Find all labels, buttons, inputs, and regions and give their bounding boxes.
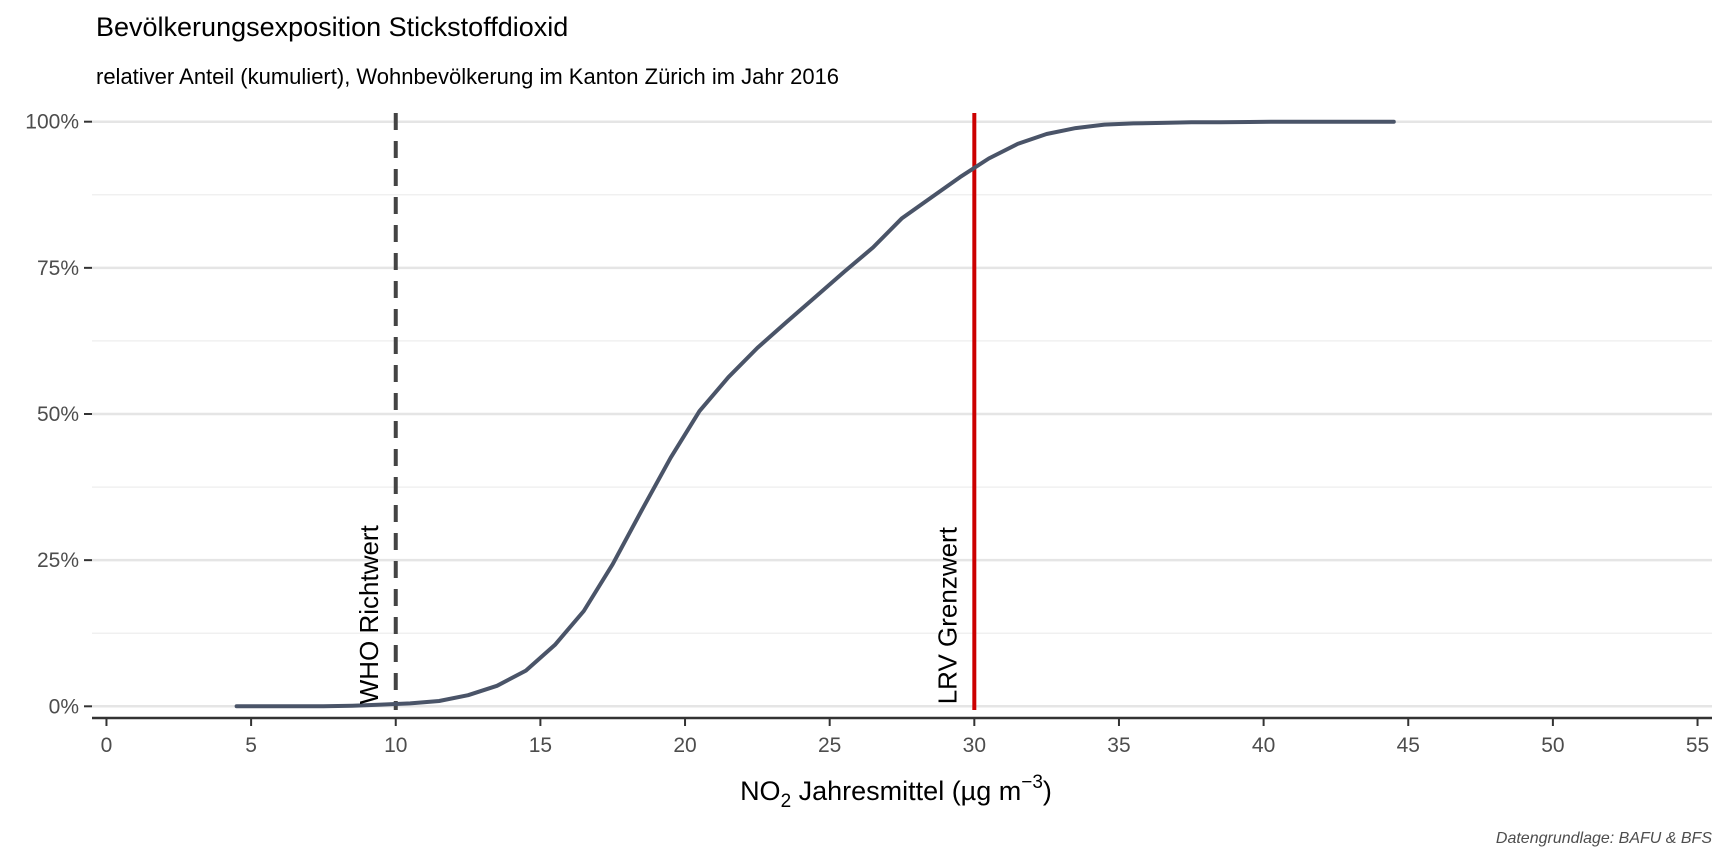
x-tick-label: 20 <box>673 734 696 757</box>
reference-line-label: LRV Grenzwert <box>932 526 962 704</box>
x-axis-title-main: NO <box>740 776 781 806</box>
chart-caption: Datengrundlage: BAFU & BFS <box>1495 830 1712 847</box>
x-axis-title-end: ) <box>1043 776 1052 806</box>
x-axis-title-rest: Jahresmittel (µg m <box>791 776 1021 806</box>
axis-layer: 0% 25% 50% 75% 100% 0 5 10 15 20 25 30 35 40 45 50 55 <box>25 111 1712 757</box>
y-tick-label: 25% <box>37 549 79 572</box>
y-tick-label: 50% <box>37 403 79 426</box>
reference-labels: WHO Richtwert LRV Grenzwert <box>354 524 963 704</box>
x-axis-title-sup: −3 <box>1021 772 1043 793</box>
x-tick-label: 15 <box>529 734 552 757</box>
x-tick-label: 30 <box>963 734 986 757</box>
y-tick-label: 75% <box>37 257 79 280</box>
x-tick-label: 5 <box>245 734 257 757</box>
x-tick-label: 40 <box>1252 734 1275 757</box>
y-tick-label: 100% <box>25 111 79 134</box>
chart-subtitle: relativer Anteil (kumuliert), Wohnbevölk… <box>96 64 840 89</box>
reference-lines <box>393 113 977 710</box>
grid-minor <box>92 194 1712 634</box>
x-tick-label: 25 <box>818 734 841 757</box>
x-tick-label: 35 <box>1107 734 1130 757</box>
chart-title: Bevölkerungsexposition Stickstoffdioxid <box>96 12 569 42</box>
reference-line-label: WHO Richtwert <box>354 524 384 704</box>
x-axis-title: NO2 Jahresmittel (µg m−3) <box>740 772 1052 812</box>
series-line <box>234 119 1396 709</box>
x-tick-label: 0 <box>101 734 113 757</box>
y-tick-label: 0% <box>49 695 79 718</box>
x-tick-label: 10 <box>384 734 407 757</box>
x-tick-label: 45 <box>1397 734 1420 757</box>
x-axis-title-sub: 2 <box>781 791 792 812</box>
x-tick-label: 50 <box>1541 734 1564 757</box>
x-tick-label: 55 <box>1686 734 1709 757</box>
series-layer <box>234 119 1396 709</box>
grid-major <box>92 120 1712 708</box>
